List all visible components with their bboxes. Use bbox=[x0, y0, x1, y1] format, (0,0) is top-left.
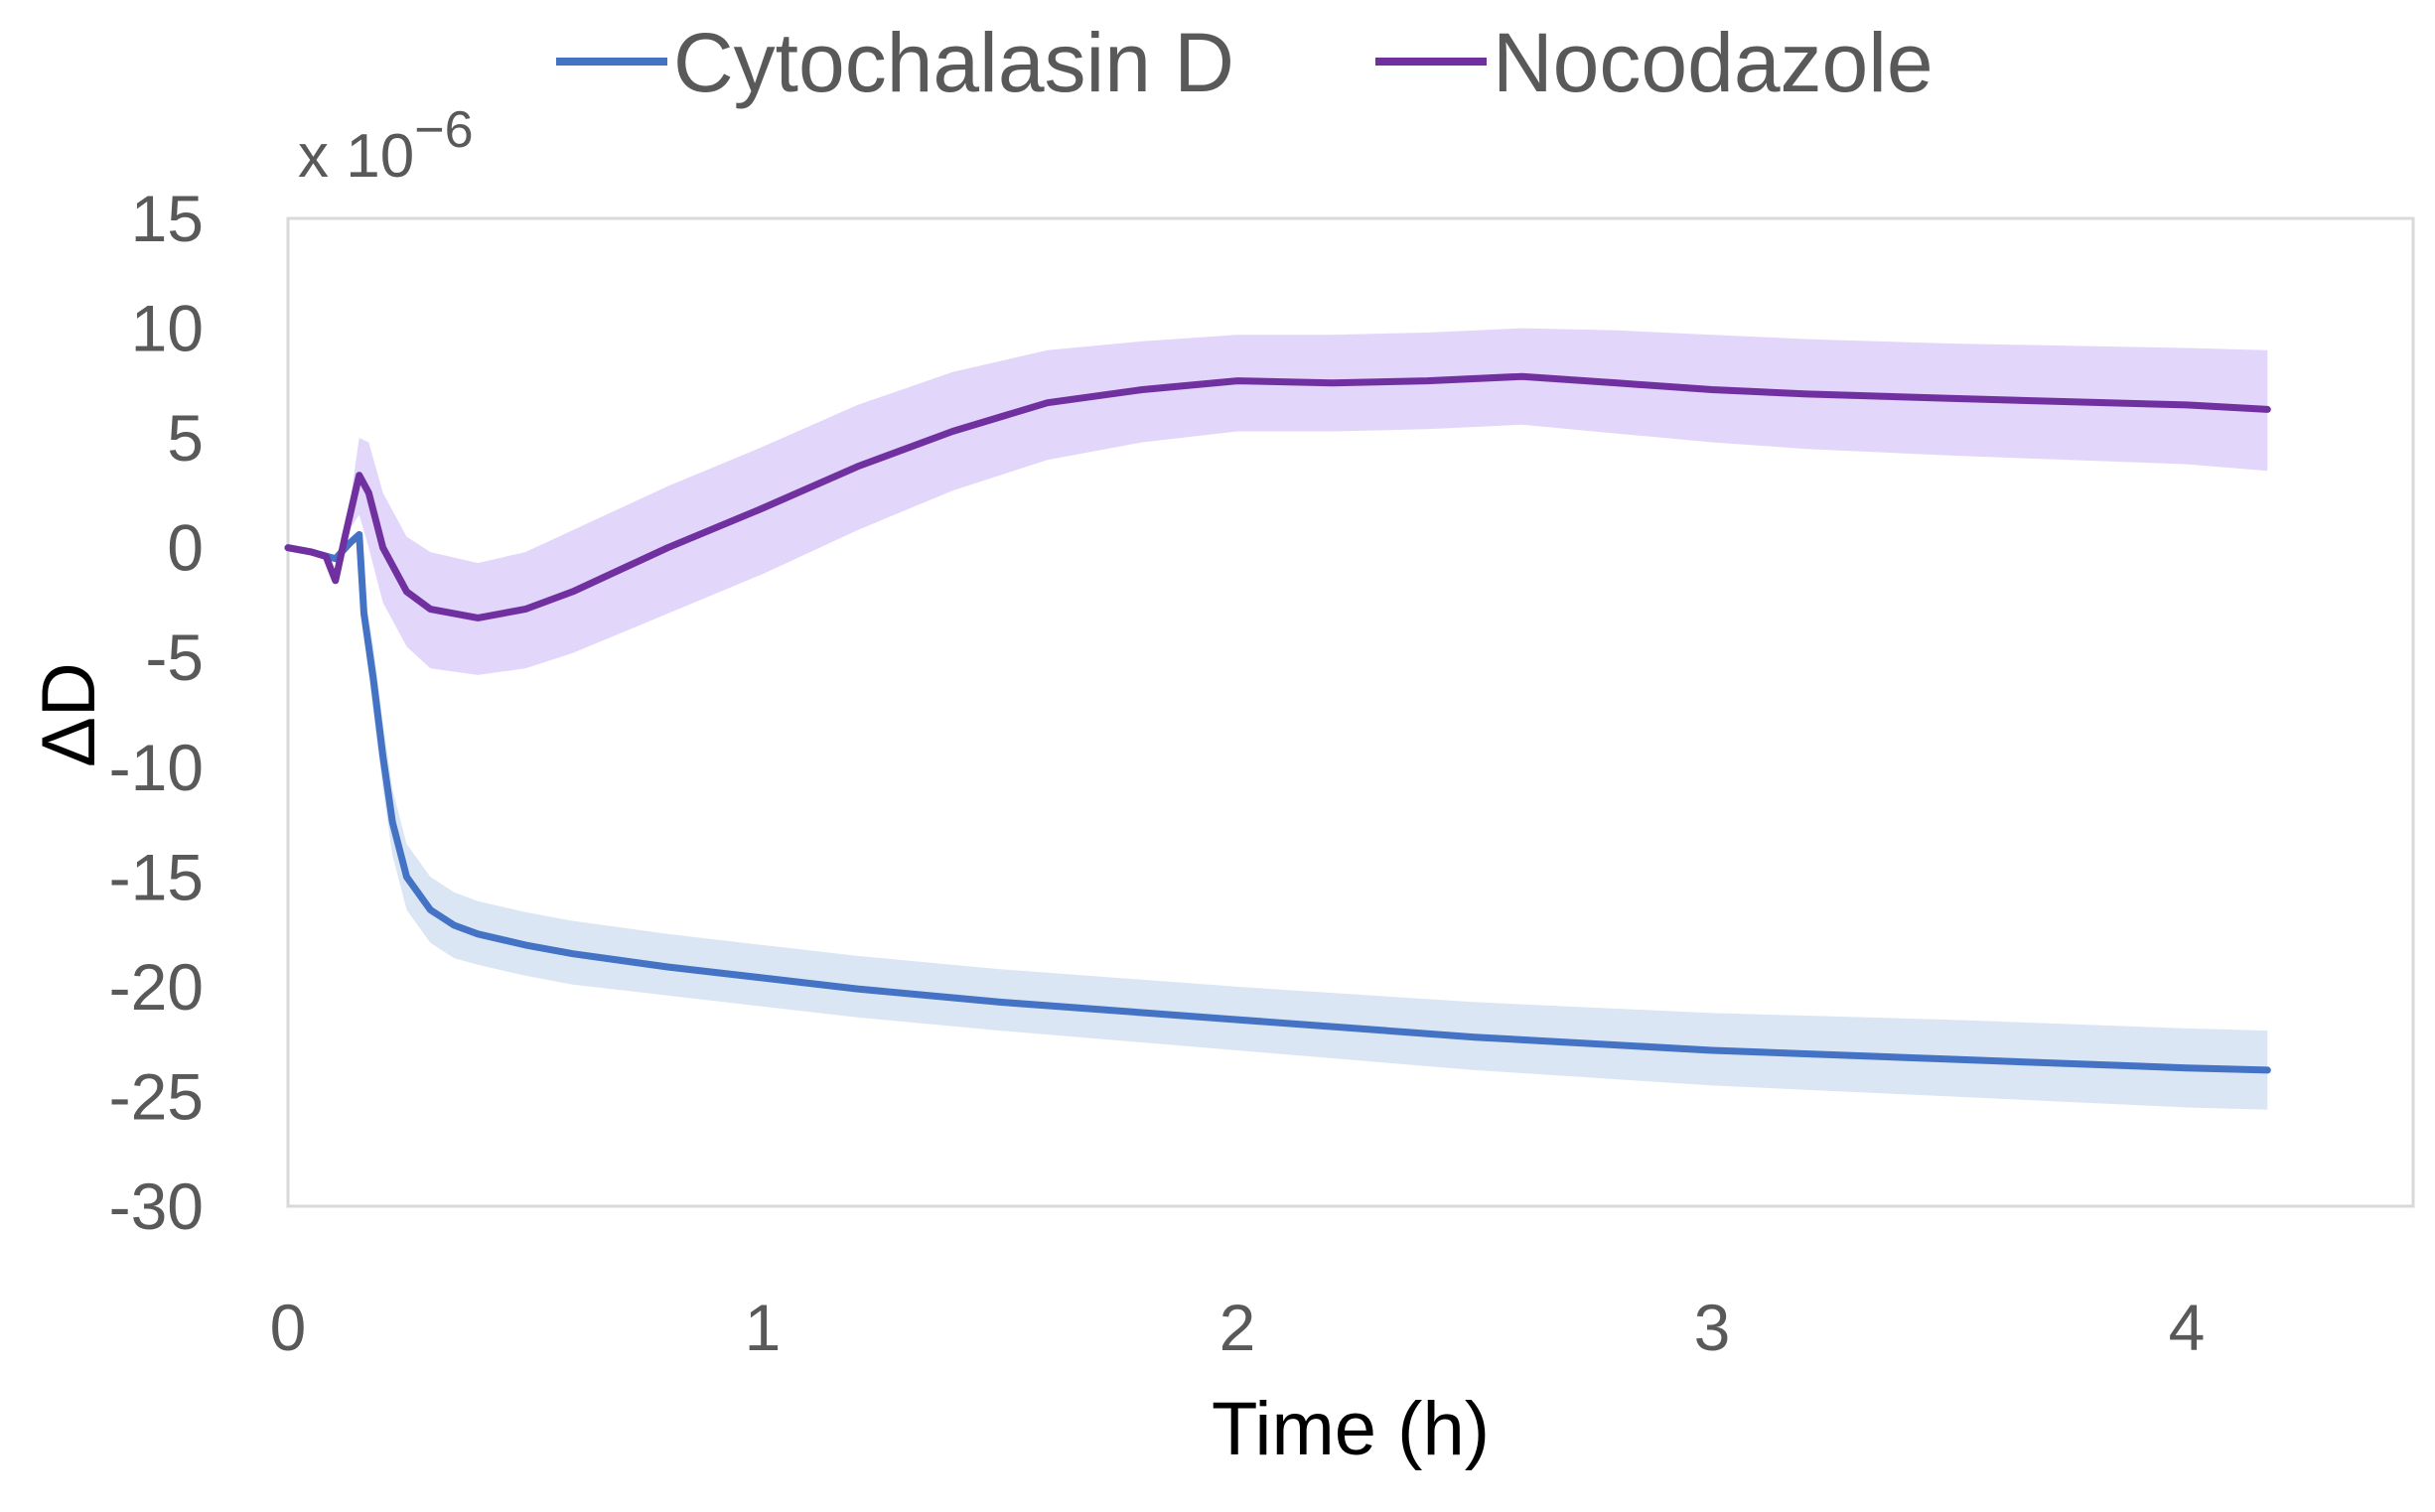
y-tick-label: -20 bbox=[109, 950, 204, 1024]
x-tick-label: 4 bbox=[2169, 1291, 2206, 1364]
y-tick-label: -25 bbox=[109, 1059, 204, 1133]
y-tick-label: -30 bbox=[109, 1169, 204, 1243]
series-line-cytochalasin-d bbox=[284, 530, 2271, 1074]
x-tick-label: 3 bbox=[1694, 1291, 1731, 1364]
y-tick-labels: 15 10 5 0 -5 -10 -15 -20 -25 -30 bbox=[109, 182, 204, 1243]
x-tick-label: 0 bbox=[270, 1291, 307, 1364]
x-tick-label: 1 bbox=[745, 1291, 782, 1364]
y-multiplier-base: x 10 bbox=[298, 122, 414, 191]
y-tick-label: 15 bbox=[131, 182, 204, 255]
y-tick-label: -10 bbox=[109, 731, 204, 804]
x-tick-labels: 0 1 2 3 4 bbox=[270, 1291, 2206, 1364]
y-tick-label: -15 bbox=[109, 840, 204, 913]
legend-label-nocodazole: Nocodazole bbox=[1493, 16, 1934, 109]
confidence-bands bbox=[288, 328, 2268, 1110]
band-nocodazole bbox=[288, 328, 2268, 675]
y-multiplier-label: x 10−6 bbox=[298, 101, 474, 191]
y-multiplier-exponent: −6 bbox=[414, 101, 473, 159]
y-tick-label: 0 bbox=[167, 511, 204, 585]
x-axis-label: Time (h) bbox=[1212, 1387, 1490, 1471]
x-tick-label: 2 bbox=[1219, 1291, 1256, 1364]
y-axis-label: ΔD bbox=[27, 662, 111, 767]
y-tick-label: 5 bbox=[167, 401, 204, 475]
legend: Cytochalasin D Nocodazole bbox=[556, 16, 1934, 109]
band-cytochalasin-d bbox=[288, 534, 2268, 1110]
series-line-nocodazole bbox=[284, 372, 2271, 621]
series-lines bbox=[284, 372, 2271, 1074]
legend-label-cytochalasin-d: Cytochalasin D bbox=[673, 16, 1234, 109]
y-tick-label: -5 bbox=[145, 620, 204, 694]
y-tick-label: 10 bbox=[131, 292, 204, 365]
